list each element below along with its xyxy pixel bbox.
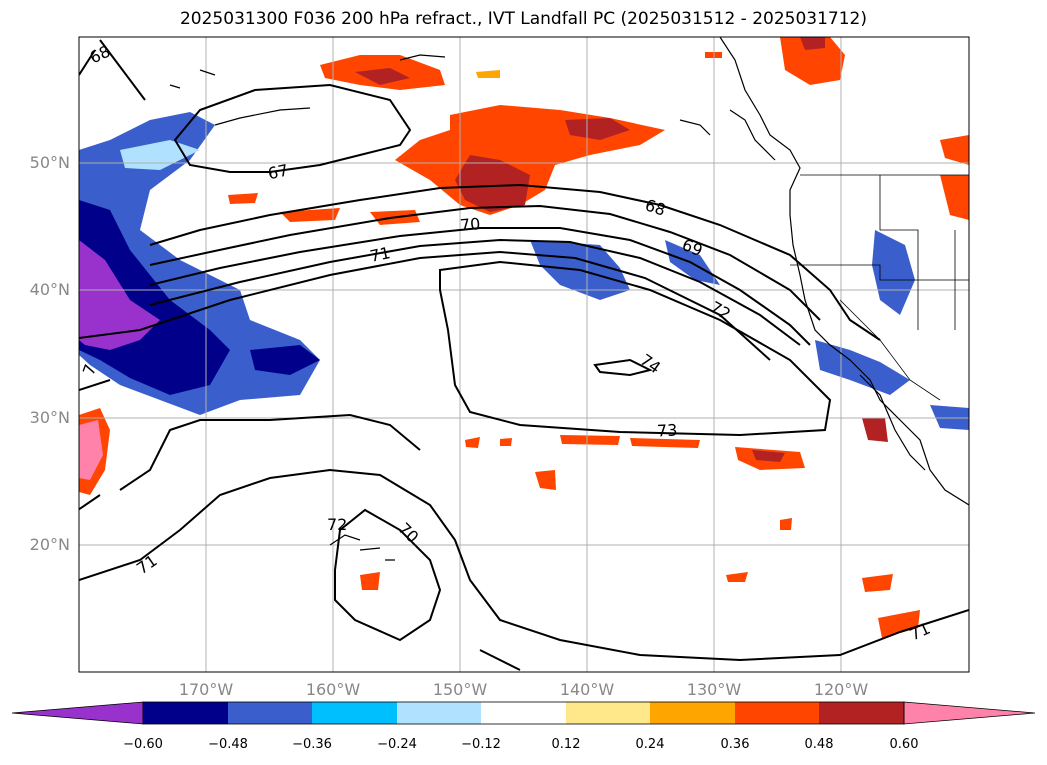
contour-label: 71 xyxy=(368,243,392,266)
colorbar-tick: −0.36 xyxy=(292,737,332,752)
lon-label-150w: 150°W xyxy=(432,680,488,699)
lon-label-130w: 130°W xyxy=(686,680,742,699)
contour-label: 70 xyxy=(459,214,481,235)
coastlines xyxy=(169,37,969,561)
colorbar-tick: −0.24 xyxy=(377,737,417,752)
colorbar-extend-high xyxy=(903,701,1036,725)
chart-title: 2025031300 F036 200 hPa refract., IVT La… xyxy=(179,9,867,29)
colorbar-tick: 0.48 xyxy=(804,737,834,752)
positive-anomaly-shading xyxy=(79,37,969,638)
political-borders xyxy=(790,174,969,401)
lat-label-50n: 50°N xyxy=(29,153,70,172)
map-frame xyxy=(78,36,970,673)
lat-label-20n: 20°N xyxy=(29,535,70,554)
lat-label-40n: 40°N xyxy=(29,280,70,299)
colorbar-tick: −0.48 xyxy=(208,737,248,752)
lat-label-30n: 30°N xyxy=(29,408,70,427)
contour-label: 67 xyxy=(266,160,290,183)
colorbar-tick: 0.60 xyxy=(889,737,919,752)
colorbar-extend-low xyxy=(11,701,144,725)
colorbar xyxy=(11,701,1036,725)
colorbar-tick: 0.12 xyxy=(551,737,581,752)
lon-label-140w: 140°W xyxy=(559,680,615,699)
colorbar-tick: −0.12 xyxy=(461,737,501,752)
lon-label-120w: 120°W xyxy=(813,680,869,699)
graticule xyxy=(79,37,969,672)
contour-label: 73 xyxy=(656,420,677,440)
contour-label: 72 xyxy=(327,515,347,534)
colorbar-tick: 0.36 xyxy=(720,737,750,752)
colorbar-tick: −0.60 xyxy=(123,737,163,752)
colorbar-tick: 0.24 xyxy=(635,737,665,752)
lon-label-170w: 170°W xyxy=(178,680,234,699)
lon-label-160w: 160°W xyxy=(305,680,361,699)
refractivity-contours xyxy=(79,39,969,671)
